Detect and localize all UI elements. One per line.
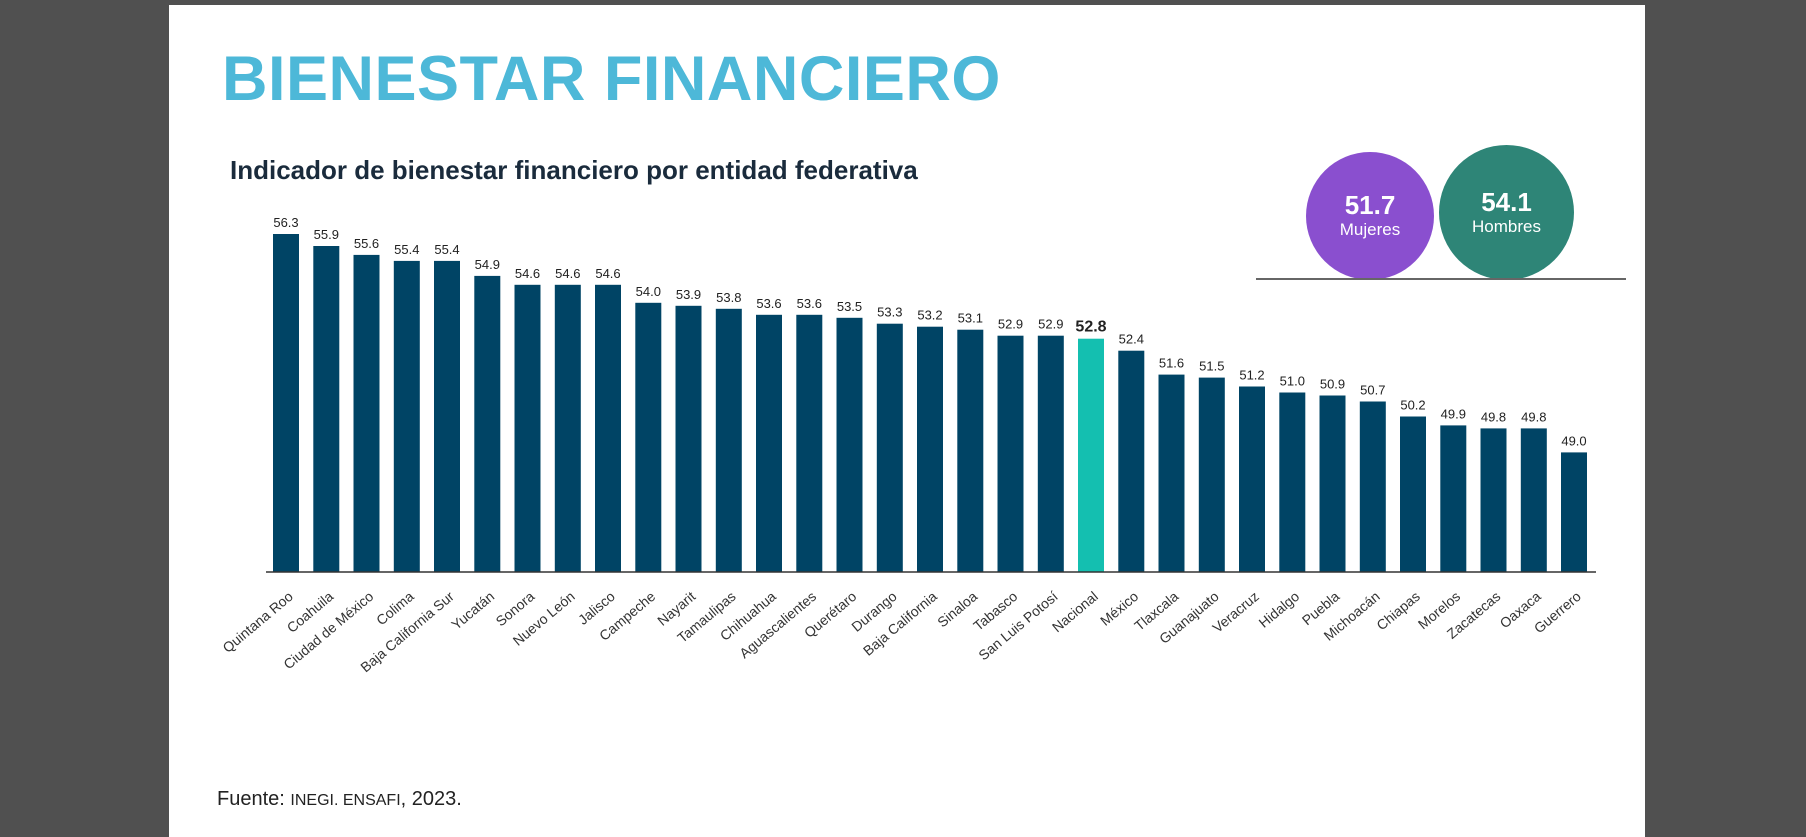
bar-9 <box>635 302 662 572</box>
bar-4 <box>434 260 460 572</box>
bar-31 <box>1520 428 1547 572</box>
source-year: , 2023. <box>400 788 462 810</box>
women-indicator-circle: 51.7 Mujeres <box>1306 152 1434 280</box>
bar-27 <box>1359 401 1386 572</box>
value-label-13: 53.6 <box>797 296 822 311</box>
category-label-5: Yucatán <box>448 588 497 633</box>
value-label-9: 54.0 <box>636 284 661 299</box>
bar-30 <box>1480 428 1507 572</box>
value-label-6: 54.6 <box>515 266 540 281</box>
value-label-1: 55.9 <box>314 227 339 242</box>
category-label-25: Hidalgo <box>1256 588 1303 631</box>
value-label-21: 52.4 <box>1119 332 1144 347</box>
value-label-3: 55.4 <box>394 242 419 257</box>
value-label-27: 50.7 <box>1360 383 1385 398</box>
category-label-28: Chiapas <box>1373 588 1423 633</box>
bar-10 <box>675 305 702 572</box>
value-label-30: 49.8 <box>1481 409 1506 424</box>
source-organization: INEGI. ENSAFI <box>290 792 401 809</box>
bar-13 <box>796 314 823 572</box>
men-indicator-circle: 54.1 Hombres <box>1439 145 1574 280</box>
value-label-28: 50.2 <box>1400 398 1425 413</box>
bar-15 <box>876 323 903 572</box>
bar-20 <box>1078 338 1104 572</box>
value-label-23: 51.5 <box>1199 359 1224 374</box>
value-label-12: 53.6 <box>756 296 781 311</box>
bar-12 <box>756 314 782 572</box>
bar-6 <box>514 284 541 572</box>
bar-32 <box>1561 452 1587 572</box>
source-note: Fuente: INEGI. ENSAFI, 2023. <box>217 788 462 811</box>
value-label-32: 49.0 <box>1561 433 1586 448</box>
bar-5 <box>474 275 501 572</box>
value-label-31: 49.8 <box>1521 409 1546 424</box>
indicator-baseline <box>1256 278 1626 280</box>
men-indicator-label: Hombres <box>1472 216 1541 236</box>
value-label-14: 53.5 <box>837 299 862 314</box>
bar-26 <box>1319 395 1346 572</box>
value-label-25: 51.0 <box>1280 374 1305 389</box>
value-label-0: 56.3 <box>273 215 298 230</box>
bar-21 <box>1118 350 1145 572</box>
value-label-17: 53.1 <box>958 311 983 326</box>
value-label-8: 54.6 <box>595 266 620 281</box>
bar-16 <box>917 326 943 572</box>
value-label-11: 53.8 <box>716 290 741 305</box>
page-title: BIENESTAR FINANCIERO <box>222 44 1001 114</box>
bar-8 <box>595 284 621 572</box>
bar-17 <box>957 329 984 572</box>
bar-7 <box>554 284 581 572</box>
bar-2 <box>353 254 380 572</box>
bar-28 <box>1400 416 1426 572</box>
men-indicator-value: 54.1 <box>1481 186 1532 217</box>
bar-29 <box>1440 425 1467 572</box>
value-label-7: 54.6 <box>555 266 580 281</box>
women-indicator-value: 51.7 <box>1344 190 1396 220</box>
value-label-4: 55.4 <box>434 242 459 257</box>
value-label-10: 53.9 <box>676 287 701 302</box>
value-label-5: 54.9 <box>475 257 500 272</box>
bar-11 <box>715 308 742 572</box>
bar-25 <box>1279 392 1306 572</box>
value-label-24: 51.2 <box>1239 368 1264 383</box>
category-label-20: Nacional <box>1049 588 1101 635</box>
bar-24 <box>1239 386 1265 572</box>
bar-1 <box>313 246 340 572</box>
chart-subtitle: Indicador de bienestar financiero por en… <box>230 155 918 185</box>
value-label-29: 49.9 <box>1441 406 1466 421</box>
value-label-15: 53.3 <box>877 305 902 320</box>
value-label-2: 55.6 <box>354 236 379 251</box>
value-label-20: 52.8 <box>1075 319 1106 336</box>
bar-3 <box>393 260 420 572</box>
bar-23 <box>1198 377 1225 572</box>
bar-19 <box>1037 335 1064 572</box>
women-indicator-label: Mujeres <box>1339 220 1401 239</box>
value-label-16: 53.2 <box>917 308 942 323</box>
source-prefix: Fuente: <box>217 788 291 810</box>
value-label-22: 51.6 <box>1159 356 1184 371</box>
bar-22 <box>1158 374 1185 572</box>
bar-0 <box>273 234 299 572</box>
bar-14 <box>836 317 863 572</box>
value-label-18: 52.9 <box>998 317 1023 332</box>
slide: BIENESTAR FINANCIERO Indicador de bienes… <box>169 5 1645 837</box>
value-label-26: 50.9 <box>1320 377 1345 392</box>
bar-18 <box>997 335 1024 572</box>
value-label-19: 52.9 <box>1038 317 1063 332</box>
